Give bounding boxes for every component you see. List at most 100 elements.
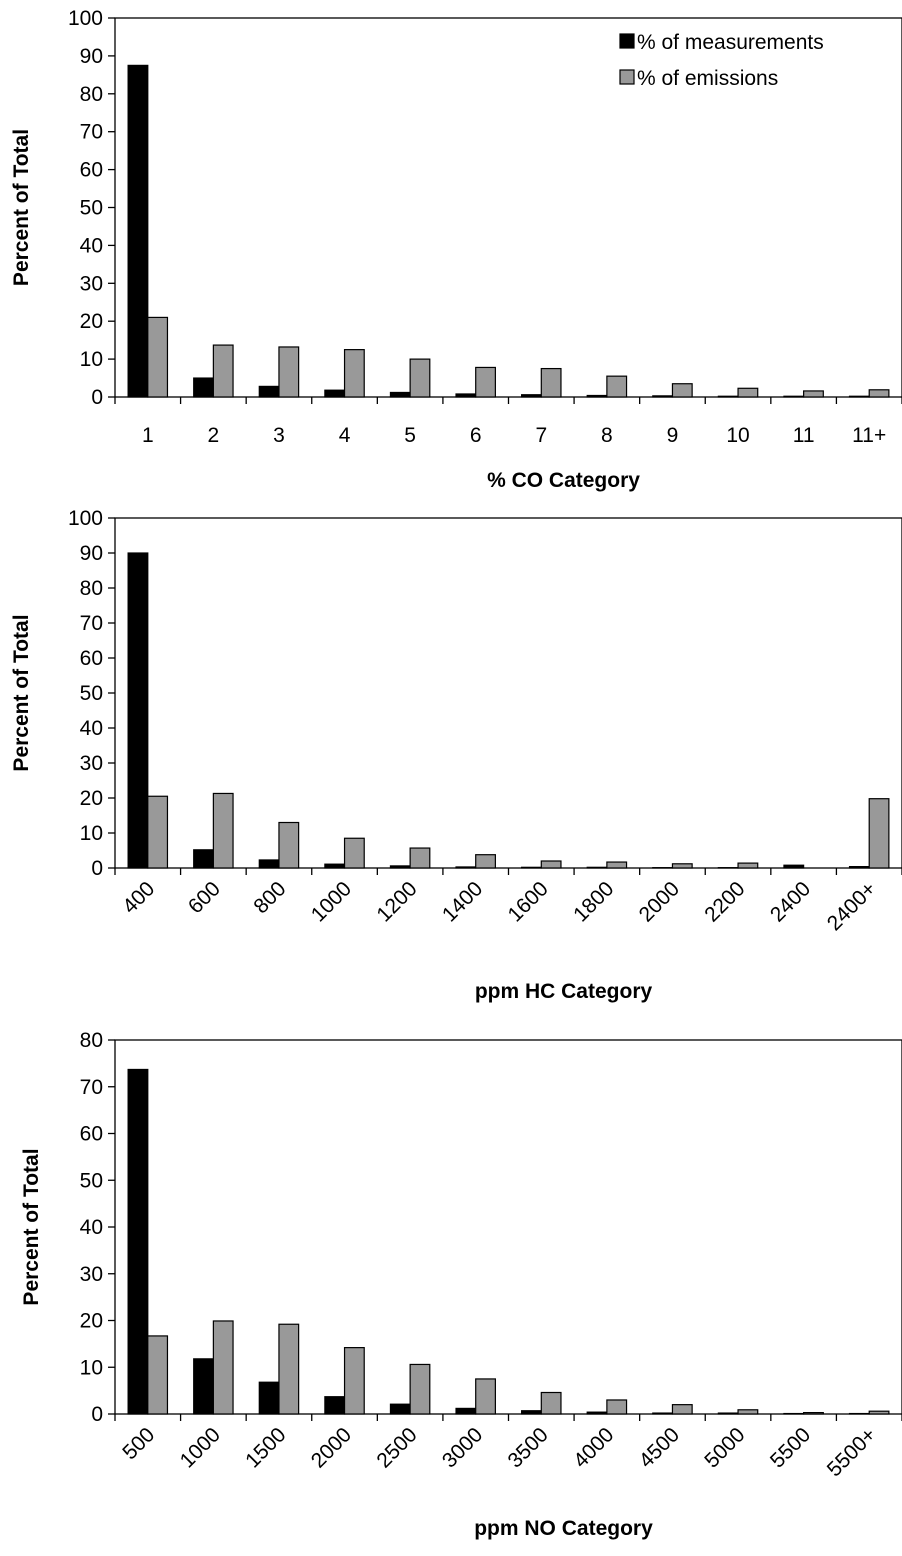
y-tick-label: 100	[68, 507, 103, 530]
y-tick-label: 40	[80, 717, 103, 740]
emissions-bar	[671, 1404, 693, 1415]
emissions-bar	[278, 1323, 300, 1415]
x-tick-label: 4000	[569, 1423, 618, 1472]
y-tick-label: 70	[80, 121, 103, 144]
y-tick-label: 80	[80, 577, 103, 600]
measurements-bar	[455, 866, 477, 869]
legend-label-emissions: % of emissions	[637, 67, 778, 90]
emissions-bar	[212, 344, 234, 398]
y-axis-title: Percent of Total	[10, 614, 33, 771]
measurements-bar	[324, 863, 346, 869]
measurements-bar	[652, 1412, 674, 1415]
emissions-bar	[606, 1399, 628, 1415]
y-tick-label: 80	[80, 83, 103, 106]
x-axis-title: ppm HC Category	[475, 980, 653, 1003]
chart-2: 0 10 20 30 40 50 60 70 80 90 100 400 600 800 1000 1200 1…	[10, 507, 902, 1003]
emissions-bar	[671, 383, 693, 398]
measurements-bar	[586, 1411, 608, 1415]
y-tick-label: 30	[80, 272, 103, 295]
measurements-bar	[258, 859, 280, 869]
y-tick-label: 40	[80, 234, 103, 257]
x-tick-label: 2500	[372, 1423, 421, 1472]
x-tick-label: 11+	[852, 424, 886, 447]
plot-frame	[114, 17, 902, 398]
x-tick-label: 2000	[307, 1423, 356, 1472]
x-tick-label: 1000	[307, 877, 356, 926]
legend: % of measurements % of emissions	[619, 31, 824, 90]
chart-3: 0 10 20 30 40 50 60 70 80 500 1000 1500 2000 2500 3000…	[20, 1029, 902, 1540]
measurements-bar	[848, 865, 870, 869]
chart-1: 0 10 20 30 40 50 60 70 80 90 100 1 2 3 4 5 6 7 8 9 10 11 11+ % …	[10, 7, 902, 492]
y-tick-label: 10	[80, 822, 103, 845]
legend-swatch-emissions	[619, 69, 635, 85]
emissions-bar	[343, 837, 365, 869]
y-tick-label: 0	[91, 386, 103, 409]
emissions-bar	[343, 349, 365, 398]
y-tick-label: 90	[80, 45, 103, 68]
x-tick-label: 2200	[700, 877, 749, 926]
emissions-bar	[147, 1335, 169, 1415]
y-tick-label: 50	[80, 1169, 103, 1192]
emissions-bar	[868, 798, 890, 869]
measurements-bar	[193, 377, 214, 398]
x-tick-label: 4500	[635, 1423, 684, 1472]
measurements-bar	[258, 385, 280, 398]
x-tick-label: 500	[118, 1423, 159, 1464]
measurements-bar	[324, 1396, 346, 1415]
y-tick-label: 70	[80, 1076, 103, 1099]
emissions-bar	[475, 1378, 496, 1415]
emissions-bar	[278, 346, 300, 398]
y-tick-label: 20	[80, 310, 103, 333]
x-axis-title: % CO Category	[487, 469, 640, 492]
x-tick-label: 2400+	[823, 877, 881, 935]
emissions-bar	[409, 1363, 431, 1415]
x-tick-label: 800	[249, 877, 290, 918]
x-tick-label: 8	[601, 424, 613, 447]
measurements-bar	[455, 393, 477, 398]
emissions-bar	[409, 358, 431, 398]
y-tick-label: 0	[91, 1403, 103, 1426]
measurements-bar	[258, 1381, 280, 1415]
measurements-bar	[783, 395, 805, 398]
x-tick-label: 600	[184, 877, 225, 918]
measurements-bar	[127, 552, 149, 869]
measurements-bar	[521, 866, 542, 869]
x-axis-title: ppm NO Category	[474, 1517, 653, 1540]
y-tick-label: 50	[80, 682, 103, 705]
measurements-bar	[586, 866, 608, 869]
emissions-bar	[737, 1409, 759, 1415]
x-tick-label: 11	[793, 424, 815, 447]
x-tick-label: 1500	[241, 1423, 290, 1472]
measurements-bar	[389, 391, 411, 398]
y-tick-label: 20	[80, 1310, 103, 1333]
emissions-bar	[737, 387, 759, 398]
x-tick-label: 1800	[569, 877, 618, 926]
emissions-bar	[212, 792, 234, 869]
emissions-bar	[606, 861, 628, 869]
y-tick-label: 30	[80, 752, 103, 775]
measurements-bar	[127, 1068, 149, 1415]
y-tick-label: 60	[80, 1123, 103, 1146]
y-tick-label: 80	[80, 1029, 103, 1052]
measurements-bar	[521, 1410, 542, 1415]
y-tick-label: 0	[91, 857, 103, 880]
x-tick-label: 1400	[438, 877, 487, 926]
y-tick-label: 60	[80, 159, 103, 182]
measurements-bar	[717, 1412, 739, 1415]
x-tick-label: 2000	[635, 877, 684, 926]
measurements-bar	[193, 849, 214, 869]
emissions-bar	[278, 821, 300, 869]
emissions-bar	[475, 854, 496, 869]
y-tick-label: 50	[80, 197, 103, 220]
emissions-bar	[868, 1410, 890, 1415]
y-tick-label: 70	[80, 612, 103, 635]
emissions-bar	[343, 1347, 365, 1415]
y-tick-label: 10	[80, 1356, 103, 1379]
legend-label-measurements: % of measurements	[637, 31, 824, 54]
emissions-bar	[540, 860, 562, 869]
x-tick-label: 7	[535, 424, 547, 447]
x-tick-label: 1	[142, 424, 154, 447]
x-tick-label: 3500	[504, 1423, 553, 1472]
y-tick-label: 90	[80, 542, 103, 565]
